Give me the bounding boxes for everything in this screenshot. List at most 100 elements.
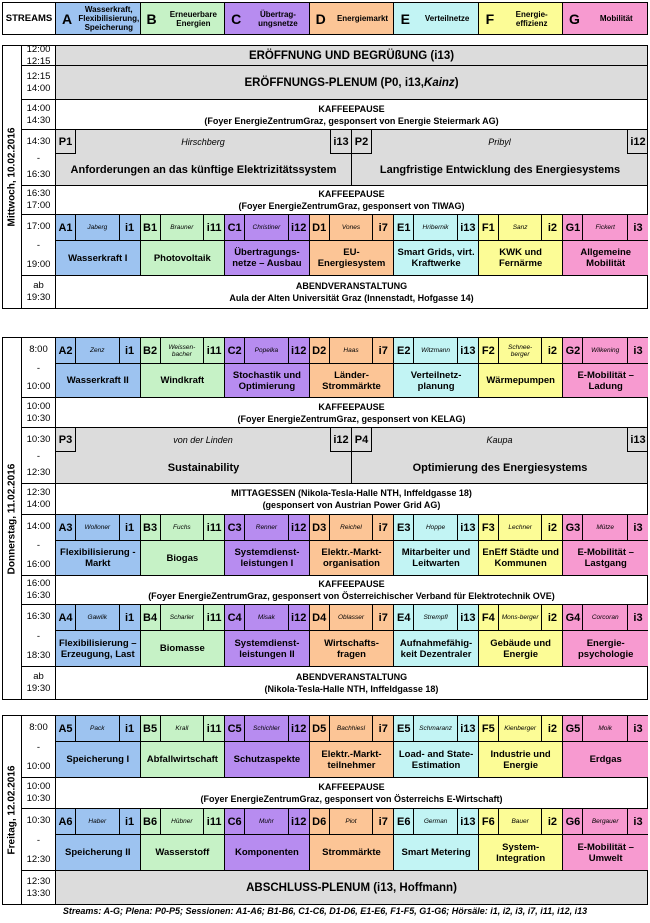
time-start: 10:00 [26,400,51,412]
session-id: D5 [310,716,330,741]
session-id: B6 [141,809,161,834]
time-slot: 12:30 14:00 [22,484,56,514]
session-d3: D3 Reichel i7 Elektr.-Markt-organisation [309,515,395,575]
time-dash: - [36,540,41,551]
session-id: G5 [563,716,584,741]
time-dash: - [36,630,41,642]
time-dash: - [36,240,41,251]
session-room: i1 [118,215,140,240]
time-slot: 12:00 12:15 [22,44,56,67]
session-chair: Wilkening [591,347,620,354]
session-c3: C3 Renner i12 Systemdienst-leistungen I [225,515,310,575]
session-room: i2 [541,338,562,363]
schedule-row: 16:30 - 18:30 A4 Gawlik i1 Flexibilisierung – … [22,605,648,667]
session-id: F6 [479,809,499,834]
session-title: System-Integration [496,841,546,864]
plenum-header: P3 von der Linden i12 [56,428,351,452]
time-start: 16:30 [26,188,51,199]
time-end: 10:30 [26,793,51,804]
session-d6: D6 Piot i7 Strommärkte [309,809,395,870]
session-id: A1 [56,215,76,240]
break-detail: (Foyer EnergieZentrumGraz, gesponsert vo… [200,794,503,804]
session-g4: G4 Corcoran i3 Energie-psychologie [563,605,648,666]
schedule-row: 8:00 - 10:00 A5 Pack i1 Speicherung I B5 Krall i1… [22,716,648,778]
session-chair: Mütze [596,524,615,531]
session-title: Übertragungs-netze – Ausbau [232,247,302,269]
legend-name: Übertrag-ungsnetze [258,9,298,28]
session-room: i11 [203,605,224,630]
session-room: i12 [287,605,309,630]
time-start: 10:00 [26,781,51,792]
session-id: D4 [310,605,330,630]
time-end: 19:30 [26,292,51,303]
time-start: 17:00 [26,221,51,232]
session-header: E1 Hribernik i13 [394,215,478,241]
legend-letter: D [315,10,326,27]
session-header: E2 Witzmann i13 [394,338,478,364]
session-id: F5 [479,716,499,741]
time-start: 16:00 [26,578,51,589]
plenum-id: P2 [352,130,372,154]
time-end: 16:00 [26,559,51,570]
session-header: G1 Fickert i3 [563,215,648,241]
session-chair: Strempfl [423,614,448,621]
row-content: A6 Haber i1 Speicherung II B6 Hübner i11 Wasser… [56,809,648,870]
session-f6: F6 Bauer i2 System-Integration [478,809,564,870]
session-room: i3 [626,605,648,630]
session-title: Load- and State-Estimation [398,748,474,771]
session-chair: Bergauer [591,818,619,825]
time-slot: ab 19:30 [22,667,56,699]
legend-stream-e: E Verteilnetze [394,3,479,34]
session-header: C5 Schichler i12 [225,716,309,742]
row-content: P3 von der Linden i12 Sustainability P4 Kaupa… [56,428,648,483]
time-slot: 17:00 - 19:00 [22,215,56,275]
legend-stream-c: C Übertrag-ungsnetze [225,3,310,34]
session-title: Wasserstoff [155,847,210,858]
plenum-room: i12 [627,130,648,154]
session-header: B5 Krall i11 [140,716,225,742]
session-room: i3 [626,338,648,363]
break-detail: (gesponsert von Austrian Power Grid AG) [262,500,441,510]
time-start: ab [33,671,44,682]
time-end: 12:15 [26,55,51,67]
session-id: G3 [563,515,584,540]
plenum-p3: P3 von der Linden i12 Sustainability [56,428,352,483]
footer-note: Streams: A-G; Plena: P0-P5; Sessionen: A… [62,906,588,916]
session-id: D3 [310,515,330,540]
plenum-chair: Pribyl [488,136,511,147]
session-title: Mitarbeiter und Leitwarten [401,547,471,569]
session-header: G4 Corcoran i3 [563,605,648,631]
session-title: Flexibilisierung – Erzeugung, Last [58,637,137,660]
schedule-row: 16:00 16:30 KAFFEEPAUSE (Foyer EnergieZentr… [22,576,647,605]
time-start: 14:00 [26,102,51,114]
session-id: F2 [479,338,499,363]
session-header: D6 Piot i7 [309,809,394,835]
break-title: KAFFEEPAUSE [318,401,385,412]
session-title: Biomasse [159,643,205,654]
plenary-title: ERÖFFNUNG UND BEGRÜßUNG (i13) [56,46,647,65]
session-chair: Muhr [259,818,274,825]
session-room: i13 [456,515,478,540]
break-detail: (Foyer EnergieZentrumGraz, gesponsert vo… [148,591,555,601]
session-chair: Brauner [170,224,194,231]
break-title: MITTAGESSEN (Nikola-Tesla-Halle NTH, Inf… [231,488,472,498]
session-title: Verteilnetz-planung [410,369,462,392]
session-b5: B5 Krall i11 Abfallwirtschaft [140,716,226,777]
session-f2: F2 Schnee-berger i2 Wärmepumpen [478,338,564,397]
session-header: C6 Muhr i12 [225,809,309,835]
schedule-row: 12:15 14:00 ERÖFFNUNGS-PLENUM (P0, i13, Ka… [22,66,647,100]
session-id: F3 [479,515,499,540]
session-chair: Kienberger [504,725,537,732]
session-room: i2 [541,809,562,834]
session-title: Biogas [166,552,199,564]
session-header: G6 Bergauer i3 [563,809,648,835]
session-title: Abfallwirtschaft [146,754,218,765]
session-room: i1 [118,809,140,834]
session-title: Schutzaspekte [233,754,301,765]
session-chair: Hübner [171,818,193,825]
session-room: i2 [541,716,562,741]
session-header: D3 Reichel i7 [309,515,394,541]
time-start: 10:30 [26,434,51,445]
session-header: C4 Misak i12 [225,605,309,631]
session-title: E-Mobilität – Umwelt [577,841,634,864]
